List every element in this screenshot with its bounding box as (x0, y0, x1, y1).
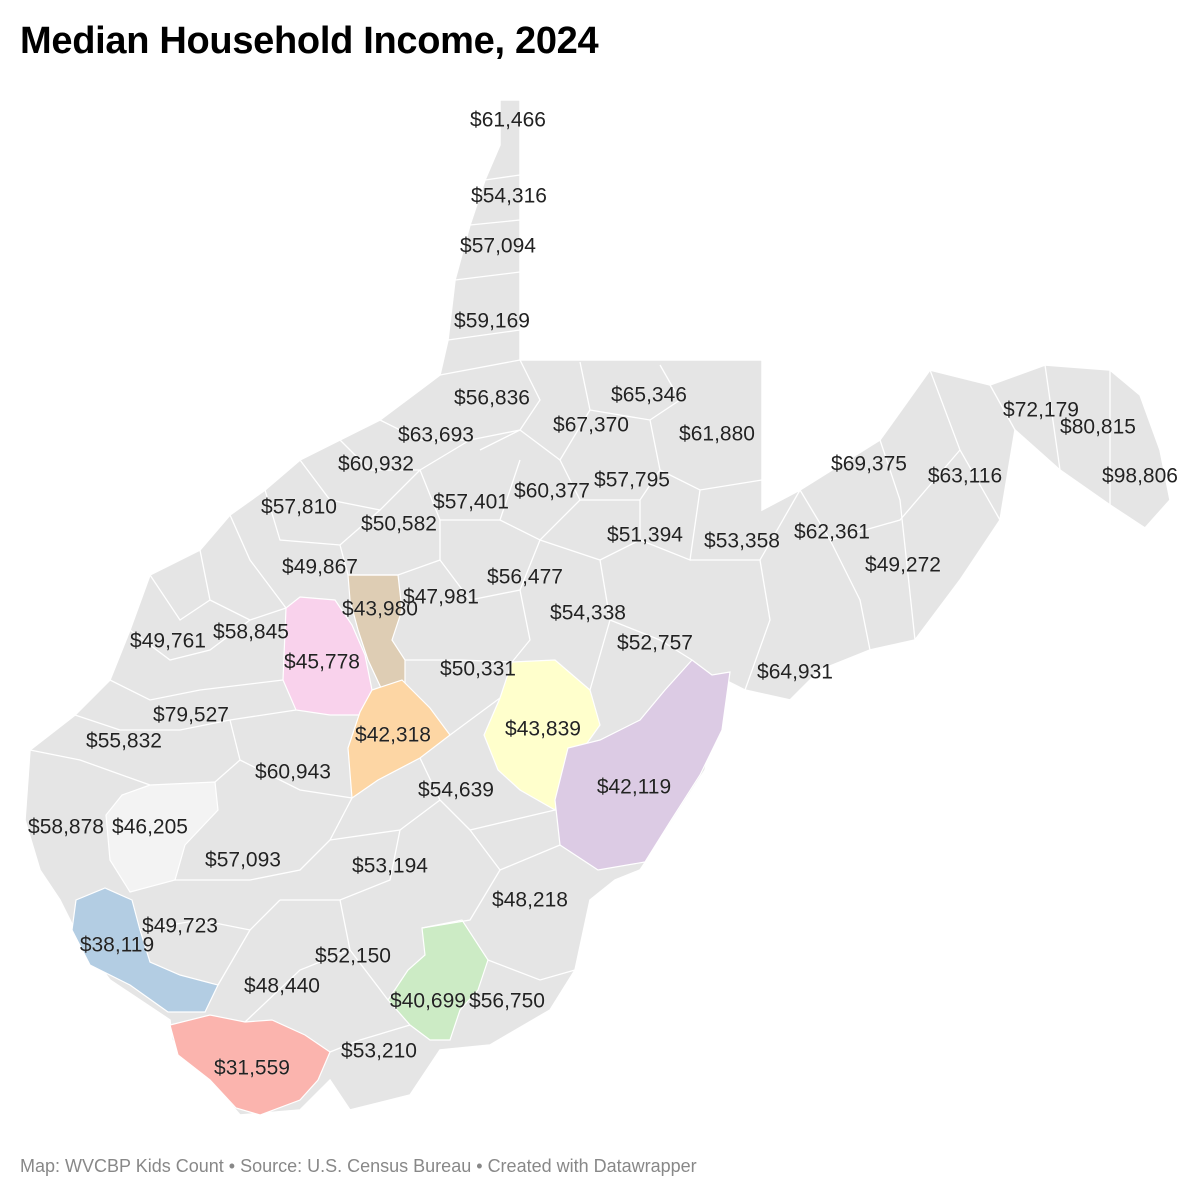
income-label: $49,867 (282, 556, 358, 579)
income-label: $48,440 (244, 975, 320, 998)
income-label: $47,981 (403, 586, 479, 609)
income-label: $57,810 (261, 496, 337, 519)
income-label: $31,559 (214, 1057, 290, 1080)
income-label: $62,361 (794, 521, 870, 544)
income-label: $59,169 (454, 310, 530, 333)
income-label: $50,331 (440, 658, 516, 681)
income-label: $58,878 (28, 816, 104, 839)
income-label: $53,194 (352, 855, 428, 878)
income-label: $65,346 (611, 384, 687, 407)
income-label: $46,205 (112, 816, 188, 839)
income-label: $63,116 (928, 465, 1002, 488)
income-label: $49,761 (130, 630, 206, 653)
income-label: $56,750 (469, 990, 545, 1013)
income-label: $63,693 (398, 424, 474, 447)
income-label: $52,150 (315, 945, 391, 968)
income-label: $43,980 (342, 598, 418, 621)
income-label: $40,699 (390, 990, 466, 1013)
income-label: $57,401 (433, 491, 509, 514)
income-label: $61,880 (679, 423, 755, 446)
income-label: $60,932 (338, 453, 414, 476)
income-label: $53,358 (704, 530, 780, 553)
income-label: $49,723 (142, 915, 218, 938)
income-label: $54,338 (550, 602, 626, 625)
county-highlight-purple (554, 659, 731, 871)
income-label: $42,318 (355, 724, 431, 747)
income-label: $50,582 (361, 513, 437, 536)
source-credit: Source: U.S. Census Bureau (240, 1156, 472, 1176)
income-label: $57,795 (594, 469, 670, 492)
income-label: $69,375 (831, 453, 907, 476)
income-label: $61,466 (470, 109, 546, 132)
footer-separator: • (476, 1156, 483, 1176)
footer-separator: • (228, 1156, 236, 1176)
income-label: $52,757 (617, 632, 693, 655)
income-label: $98,806 (1102, 465, 1178, 488)
income-label: $64,931 (757, 661, 833, 684)
map-footer: Map: WVCBP Kids Count • Source: U.S. Cen… (20, 1156, 697, 1177)
income-label: $51,394 (607, 524, 683, 547)
income-label: $58,845 (213, 621, 289, 644)
income-label: $45,778 (284, 651, 360, 674)
income-label: $60,943 (255, 761, 331, 784)
income-label: $54,639 (418, 779, 494, 802)
income-label: $72,179 (1003, 399, 1079, 422)
map-title: Median Household Income, 2024 (20, 20, 599, 62)
county-borders (29, 174, 1111, 1053)
income-label: $79,527 (153, 704, 229, 727)
income-label: $56,836 (454, 387, 530, 410)
income-label: $48,218 (492, 889, 568, 912)
map-credit: Map: WVCBP Kids Count (20, 1156, 224, 1176)
income-label: $56,477 (487, 566, 563, 589)
income-label: $57,094 (460, 235, 536, 258)
county-highlight-white (105, 781, 219, 893)
income-label: $49,272 (865, 554, 941, 577)
income-label: $38,119 (80, 934, 154, 957)
datawrapper-credit: Created with Datawrapper (487, 1156, 697, 1176)
income-label: $67,370 (553, 414, 629, 437)
income-label: $55,832 (86, 730, 162, 753)
income-label: $60,377 (514, 480, 590, 503)
income-label: $54,316 (471, 185, 547, 208)
county-highlight-orange (347, 679, 451, 800)
income-label: $57,093 (205, 849, 281, 872)
income-label: $43,839 (505, 718, 581, 741)
county-highlight-green (387, 919, 489, 1041)
income-label: $53,210 (341, 1040, 417, 1063)
income-label: $42,119 (597, 776, 671, 799)
income-label: $80,815 (1060, 416, 1136, 439)
income-labels: $61,466 $54,316 $57,094 $59,169 $56,836 … (28, 108, 1179, 1080)
